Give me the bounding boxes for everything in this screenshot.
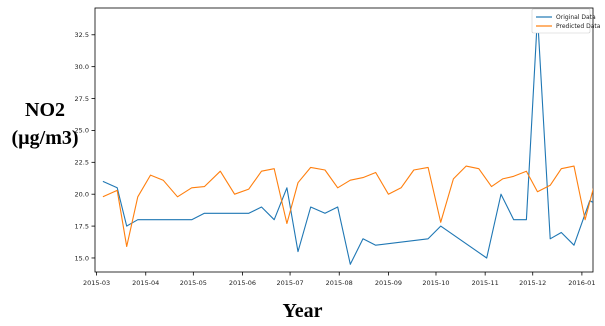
x-tick-label: 2015-03 bbox=[83, 279, 110, 287]
x-tick-label: 2015-05 bbox=[180, 279, 207, 287]
y-axis-label: NO2 (µg/m3) bbox=[4, 96, 86, 152]
x-tick-label: 2015-07 bbox=[276, 279, 303, 287]
y-tick-label: 22.5 bbox=[75, 159, 89, 167]
y-tick-label: 30.0 bbox=[75, 63, 89, 71]
y-tick-label: 15.0 bbox=[75, 254, 89, 262]
x-tick-label: 2015-04 bbox=[132, 279, 159, 287]
y-tick-label: 25.0 bbox=[75, 127, 89, 135]
y-tick-label: 17.5 bbox=[75, 222, 89, 230]
y-tick-label: 27.5 bbox=[75, 95, 89, 103]
series-line-original-data bbox=[102, 15, 593, 265]
series-line-predicted-data bbox=[102, 165, 593, 248]
legend-label: Predicted Data bbox=[556, 23, 601, 30]
x-tick-label: 2015-06 bbox=[229, 279, 256, 287]
x-axis-label: Year bbox=[282, 300, 323, 322]
plot-area-frame bbox=[94, 7, 594, 273]
legend-box bbox=[531, 8, 591, 34]
y-axis-label-line-1: NO2 bbox=[25, 99, 65, 121]
y-tick-label: 20.0 bbox=[75, 191, 89, 199]
x-tick-label: 2015-10 bbox=[422, 279, 449, 287]
x-tick-label: 2016-01 bbox=[568, 279, 595, 287]
x-tick-label: 2015-08 bbox=[326, 279, 353, 287]
y-tick-label: 32.5 bbox=[75, 31, 89, 39]
legend-label: Original Data bbox=[556, 14, 596, 21]
x-tick-label: 2015-11 bbox=[472, 279, 499, 287]
y-axis-label-line-2: (µg/m3) bbox=[11, 127, 79, 149]
x-tick-label: 2015-09 bbox=[375, 279, 402, 287]
x-tick-label: 2015-12 bbox=[519, 279, 546, 287]
